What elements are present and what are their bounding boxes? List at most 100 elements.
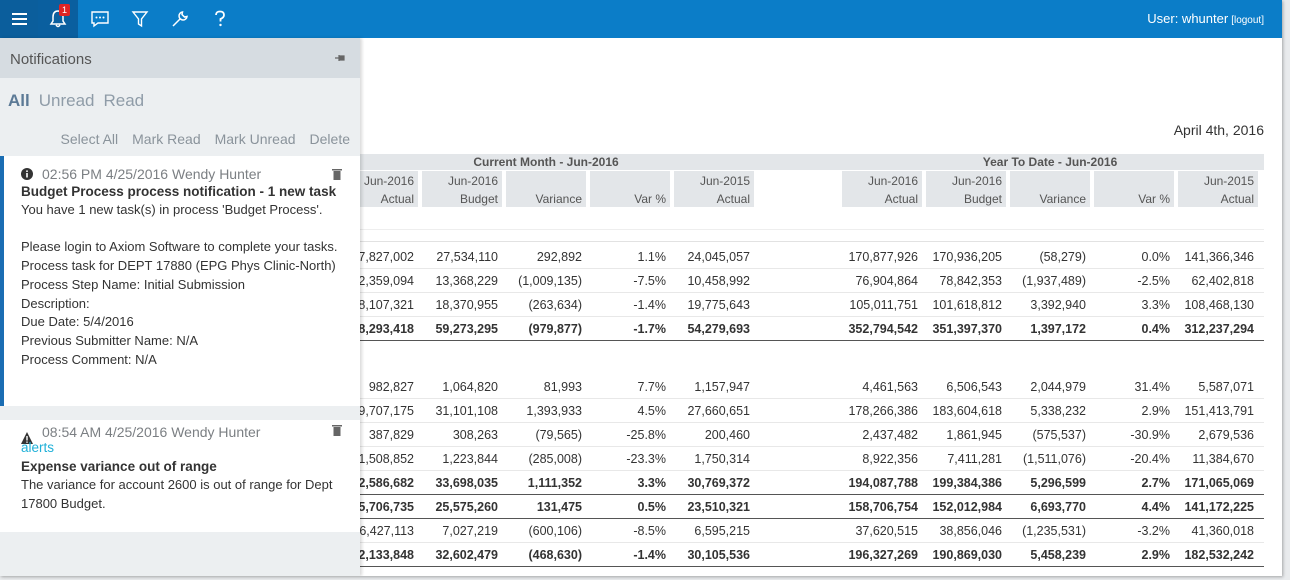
column-header-text: Jun-2016: [363, 174, 414, 188]
table-cell: 76,904,864: [855, 274, 918, 288]
action-link[interactable]: Delete: [309, 131, 350, 147]
menu-icon: [12, 13, 27, 25]
table-cell: 2,586,682: [358, 476, 414, 490]
table-cell: 81,993: [543, 380, 582, 394]
table-cell: 6,427,113: [359, 524, 414, 538]
user-info: User: whunter [logout]: [1147, 11, 1264, 26]
messages-button[interactable]: [80, 0, 120, 38]
delete-icon[interactable]: [332, 168, 342, 180]
table-cell: 352,794,542: [848, 322, 918, 336]
notification-text: Process task for DEPT 17880 (EPG Phys Cl…: [21, 258, 336, 274]
action-link[interactable]: Mark Unread: [214, 131, 296, 147]
column-header-text: Jun-2016: [867, 174, 918, 188]
table-cell: 1,393,933: [526, 404, 582, 418]
info-icon: [21, 168, 33, 180]
notification-text: Due Date: 5/4/2016: [21, 314, 134, 330]
filter-button[interactable]: [120, 0, 160, 38]
table-cell: 18,107,321: [351, 298, 414, 312]
table-cell: 351,397,370: [932, 322, 1002, 336]
table-cell: 131,475: [536, 500, 582, 514]
panel-header: Notifications: [0, 38, 360, 78]
table-cell: (979,877): [528, 322, 582, 336]
table-cell: 1,861,945: [946, 428, 1002, 442]
table-cell: 6,595,215: [694, 524, 750, 538]
table-cell: 29,707,175: [351, 404, 414, 418]
table-cell: 0.5%: [637, 500, 667, 514]
column-header-text: Jun-2015: [699, 174, 750, 188]
row-rule: [330, 518, 1264, 519]
table-cell: 158,706,754: [848, 500, 918, 514]
table-cell: 6,693,770: [1030, 500, 1086, 514]
tools-button[interactable]: [160, 0, 200, 38]
column-header: Var %: [590, 171, 670, 207]
table-cell: -25.8%: [626, 428, 666, 442]
column-header: Jun-2016 Budget: [422, 171, 502, 207]
column-header-text: Variance: [535, 192, 582, 206]
table-cell: 3.3%: [1141, 298, 1171, 312]
notification-category: alerts: [21, 440, 55, 455]
table-cell: (575,537): [1032, 428, 1086, 442]
column-header-text: Actual: [380, 192, 414, 206]
table-cell: (600,106): [528, 524, 582, 538]
table-cell: 170,936,205: [932, 250, 1002, 264]
warning-icon: [21, 432, 33, 444]
action-link[interactable]: Mark Read: [132, 131, 201, 147]
column-header-text: Variance: [1039, 192, 1086, 206]
logout-link[interactable]: [logout]: [1231, 15, 1264, 26]
table-cell: (1,009,135): [518, 274, 582, 288]
delete-icon[interactable]: [332, 424, 342, 436]
filter-tab[interactable]: Unread: [38, 91, 95, 110]
user-name: User: whunter: [1147, 11, 1229, 26]
row-rule: [330, 494, 1264, 495]
table-cell: 182,532,242: [1184, 548, 1254, 562]
table-cell: 24,045,057: [687, 250, 750, 264]
column-header: Variance: [1010, 171, 1090, 207]
table-cell: 5,338,232: [1030, 404, 1086, 418]
table-cell: (285,008): [528, 452, 582, 466]
table-cell: (1,511,076): [1022, 452, 1086, 466]
table-cell: 41,360,018: [1191, 524, 1254, 538]
table-cell: 4,461,563: [862, 380, 918, 394]
table-cell: 190,869,030: [932, 548, 1002, 562]
notification-text: Please login to Axiom Software to comple…: [21, 239, 338, 255]
table-cell: 31,101,108: [435, 404, 498, 418]
table-cell: 78,842,353: [939, 274, 1002, 288]
action-link[interactable]: Select All: [60, 131, 119, 147]
table-cell: 2.7%: [1141, 476, 1171, 490]
notification-card[interactable]: 08:54 AM 4/25/2016 Wendy Hunter alerts Exp…: [0, 420, 360, 532]
table-cell: 387,829: [368, 428, 414, 442]
pin-icon[interactable]: [334, 53, 346, 63]
table-cell: -8.5%: [633, 524, 666, 538]
table-cell: 194,087,788: [848, 476, 918, 490]
row-rule: [330, 542, 1264, 543]
filter-tab[interactable]: Read: [103, 91, 145, 110]
table-cell: (263,634): [528, 298, 582, 312]
table-cell: 12,359,094: [351, 274, 414, 288]
table-cell: -2.5%: [1137, 274, 1170, 288]
table-cell: -20.4%: [1130, 452, 1170, 466]
table-cell: 38,856,046: [939, 524, 1002, 538]
table-cell: 1,157,947: [694, 380, 750, 394]
table-cell: -23.3%: [626, 452, 666, 466]
notification-time: 08:54 AM 4/25/2016 Wendy Hunter: [42, 424, 261, 440]
table-cell: 1,508,852: [358, 452, 414, 466]
notifications-button[interactable]: [38, 0, 78, 38]
table-cell: 27,827,002: [351, 250, 414, 264]
table-cell: 18,370,955: [435, 298, 498, 312]
menu-button[interactable]: [0, 0, 40, 38]
table-cell: 183,604,618: [932, 404, 1002, 418]
table-cell: -1.4%: [633, 298, 666, 312]
help-button[interactable]: [200, 0, 240, 38]
row-rule: [330, 268, 1264, 269]
notification-card[interactable]: 02:56 PM 4/25/2016 Wendy Hunter Budget Pr…: [0, 156, 360, 406]
row-rule: [330, 398, 1264, 399]
table-cell: 7,411,281: [947, 452, 1002, 466]
row-rule: [330, 340, 1264, 341]
notification-text: You have 1 new task(s) in process 'Budge…: [21, 202, 323, 217]
table-cell: 308,263: [452, 428, 498, 442]
table-cell: 5,458,239: [1030, 548, 1086, 562]
filter-tab[interactable]: All: [8, 91, 30, 110]
filter-icon: [131, 11, 149, 28]
